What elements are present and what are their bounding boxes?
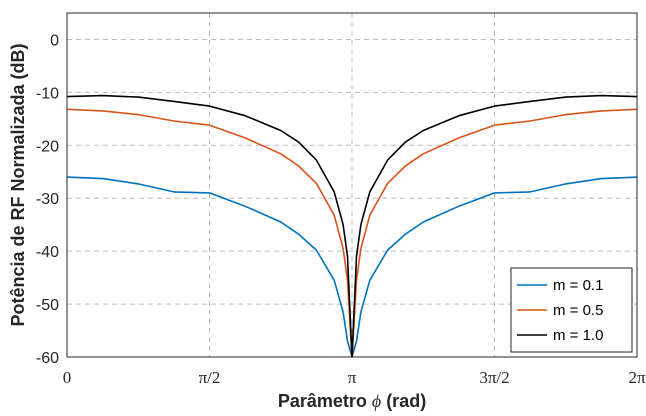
y-tick-label: -20 [36,138,59,155]
plot-frame [66,12,638,358]
legend-label: m = 1.0 [553,327,603,344]
legend-label: m = 0.5 [553,302,603,319]
x-tick-label: π [348,368,357,387]
x-tick-label: 0 [63,368,72,387]
x-axis-label-prefix: Parâmetro [278,391,372,411]
legend-label: m = 0.1 [553,277,603,294]
legend: m = 0.1 m = 0.5 m = 1.0 [510,267,633,353]
y-tick-label: -50 [36,297,59,314]
x-tick-label: π/2 [199,368,221,387]
y-tick-label: -60 [36,350,59,367]
x-tick-label: 2π [628,368,646,387]
y-tick-labels: 0 -10 -20 -30 -40 -50 -60 [36,32,59,367]
x-axis-label: Parâmetro ϕ (rad) [278,391,426,411]
y-axis-label: Potência de RF Normalizada (dB) [8,43,28,326]
x-axis-label-suffix: (rad) [381,391,426,411]
y-tick-label: 0 [50,32,59,49]
y-tick-label: -40 [36,244,59,261]
x-tick-label: 3π/2 [479,368,509,387]
y-tick-label: -10 [36,85,59,102]
x-axis-label-symbol: ϕ [372,391,381,411]
grid [67,13,637,357]
y-tick-label: -30 [36,191,59,208]
x-tick-labels: 0 π/2 π 3π/2 2π [63,368,646,387]
